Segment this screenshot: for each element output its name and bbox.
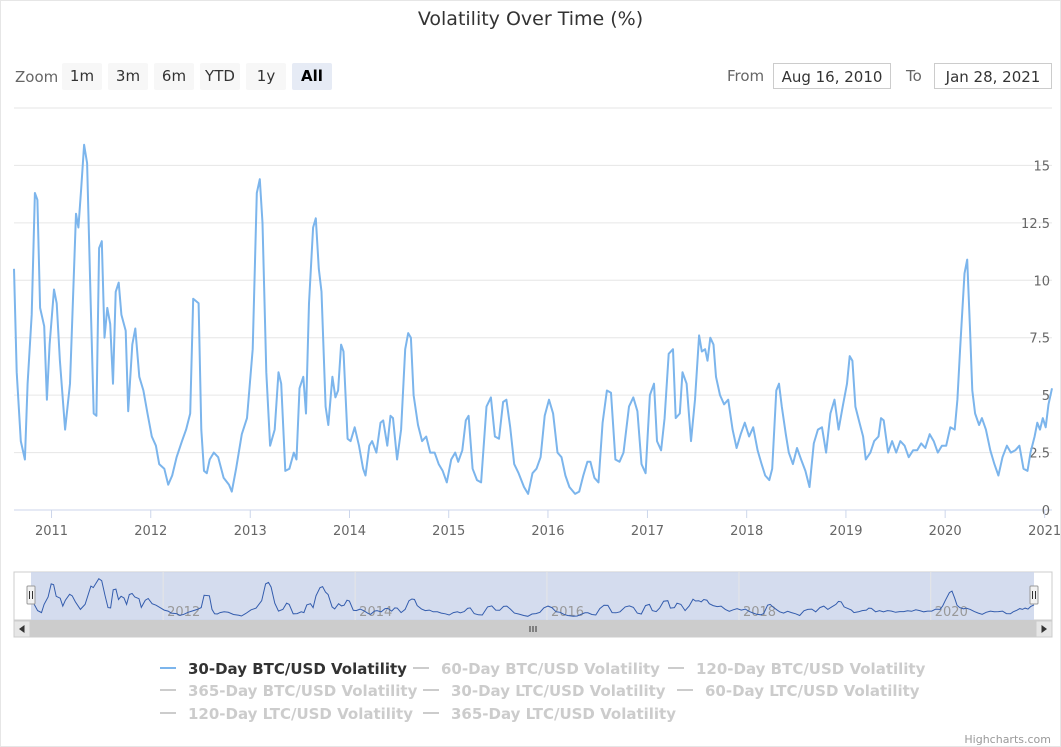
x-tick-label: 2018 [730, 524, 763, 539]
to-date-input[interactable]: Jan 28, 2021 [934, 63, 1052, 89]
navigator-right-handle[interactable] [1029, 585, 1039, 605]
legend-swatch [423, 688, 439, 691]
navigator-tick-label: 2012 [167, 605, 200, 620]
to-label: To [906, 67, 922, 85]
legend-swatch [677, 688, 693, 691]
chevron-right-icon [1041, 625, 1047, 633]
navigator-series-line [30, 577, 1035, 617]
legend-swatch [413, 666, 429, 669]
from-date-input[interactable]: Aug 16, 2010 [773, 63, 891, 89]
y-tick-label: 5 [1042, 389, 1050, 404]
navigator-tick-label: 2018 [743, 605, 776, 620]
legend-swatch [160, 666, 176, 669]
navigator-tick-label: 2016 [551, 605, 584, 620]
from-label: From [727, 67, 765, 85]
credits-link[interactable]: Highcharts.com [964, 733, 1051, 746]
legend-item-60d-btc[interactable]: 60-Day BTC/USD Volatility [413, 660, 660, 678]
x-tick-label: 2013 [234, 524, 267, 539]
legend-swatch [423, 711, 439, 714]
zoom-1y-button[interactable]: 1y [246, 63, 286, 90]
x-tick-label: 2016 [531, 524, 564, 539]
navigator-tick-label: 2020 [935, 605, 968, 620]
y-tick-label: 2.5 [1029, 447, 1050, 462]
legend-swatch [160, 688, 176, 691]
legend-item-365d-btc[interactable]: 365-Day BTC/USD Volatility [160, 682, 417, 700]
x-tick-label: 2015 [432, 524, 465, 539]
x-tick-label: 2017 [631, 524, 664, 539]
y-tick-label: 15 [1033, 159, 1050, 174]
chart-title: Volatility Over Time (%) [417, 8, 644, 30]
x-tick-label: 2019 [829, 524, 862, 539]
x-tick-label: 2011 [35, 524, 68, 539]
y-tick-label: 0 [1042, 504, 1050, 519]
legend-item-120d-btc[interactable]: 120-Day BTC/USD Volatility [668, 660, 925, 678]
zoom-ytd-button[interactable]: YTD [200, 63, 240, 90]
chevron-left-icon [19, 625, 25, 633]
y-tick-label: 12.5 [1021, 217, 1050, 232]
x-tick-label: 2020 [929, 524, 962, 539]
zoom-1m-button[interactable]: 1m [62, 63, 102, 90]
navigator-tick-label: 2014 [359, 605, 392, 620]
zoom-6m-button[interactable]: 6m [154, 63, 194, 90]
zoom-label: Zoom [15, 68, 59, 86]
x-tick-label: 2014 [333, 524, 366, 539]
x-tick-label: 2012 [134, 524, 167, 539]
legend-item-120d-ltc[interactable]: 120-Day LTC/USD Volatility [160, 705, 413, 723]
legend-swatch [668, 666, 684, 669]
x-tick-label: 2021 [1028, 524, 1061, 539]
legend-item-30d-ltc[interactable]: 30-Day LTC/USD Volatility [423, 682, 666, 700]
navigator-left-handle[interactable] [26, 585, 36, 605]
legend-item-30d-btc[interactable]: 30-Day BTC/USD Volatility [160, 660, 407, 678]
y-tick-label: 7.5 [1029, 332, 1050, 347]
navigator-selection-mask [31, 572, 1034, 620]
zoom-all-button[interactable]: All [292, 63, 332, 90]
legend-swatch [160, 711, 176, 714]
y-tick-label: 10 [1033, 274, 1050, 289]
legend-item-60d-ltc[interactable]: 60-Day LTC/USD Volatility [677, 682, 920, 700]
series-line-30d-btc [13, 143, 1053, 495]
legend-item-365d-ltc[interactable]: 365-Day LTC/USD Volatility [423, 705, 676, 723]
zoom-3m-button[interactable]: 3m [108, 63, 148, 90]
